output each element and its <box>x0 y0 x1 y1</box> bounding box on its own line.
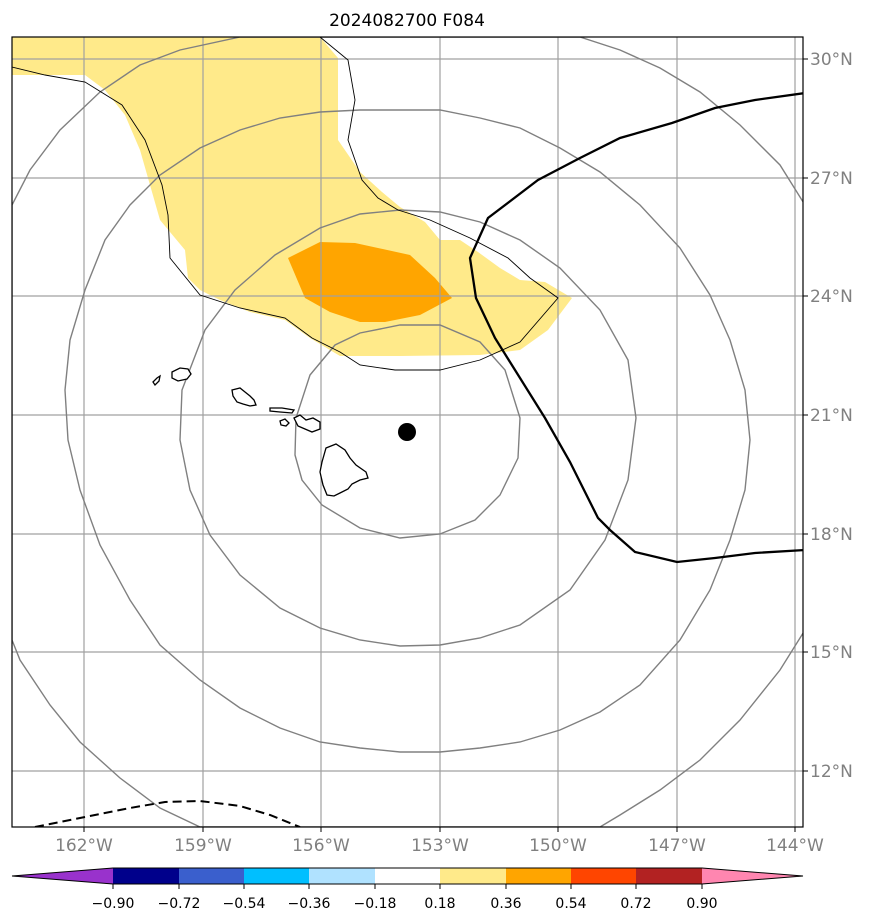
colorbar-label-5: 0.18 <box>424 896 455 912</box>
storm-center-dot <box>398 423 416 441</box>
colorbar-label-1: −0.72 <box>158 896 201 912</box>
lon-label-159w: 159°W <box>174 836 232 856</box>
track-line <box>468 92 803 564</box>
island-big-island <box>319 443 369 497</box>
longitude-labels: 162°W 159°W 156°W 153°W 150°W 147°W 144°… <box>55 836 824 856</box>
island-lanai <box>279 418 290 427</box>
range-ring-2 <box>179 209 637 647</box>
colorbar-label-8: 0.72 <box>620 896 651 912</box>
lon-label-162w: 162°W <box>55 836 113 856</box>
colorbar-cell-1 <box>113 868 179 884</box>
lon-label-147w: 147°W <box>648 836 706 856</box>
field-low-region <box>12 37 572 356</box>
axis-ticks <box>83 58 808 832</box>
colorbar-cell-6 <box>440 868 506 884</box>
colorbar-cell-3 <box>244 868 309 884</box>
range-ring-3 <box>64 109 751 753</box>
colorbar: −0.90 −0.72 −0.54 −0.36 −0.18 0.18 0.36 … <box>11 867 804 912</box>
colorbar-label-7: 0.54 <box>555 896 586 912</box>
colorbar-label-3: −0.36 <box>288 896 331 912</box>
dashed-contour <box>34 799 301 827</box>
island-niihau <box>152 374 161 387</box>
colorbar-label-6: 0.36 <box>490 896 521 912</box>
colorbar-cell-0 <box>12 868 113 884</box>
colorbar-cell-7 <box>506 868 571 884</box>
colorbar-cell-9 <box>636 868 702 884</box>
colorbar-cell-5 <box>375 868 440 884</box>
lon-label-144w: 144°W <box>766 836 824 856</box>
coastline-outline <box>12 37 559 371</box>
colorbar-label-0: −0.90 <box>92 896 135 912</box>
lat-label-30n: 30°N <box>810 50 853 70</box>
coastline-hawaii <box>152 367 369 497</box>
range-ring-1 <box>294 324 521 539</box>
map-frame <box>11 36 804 828</box>
colorbar-cell-2 <box>179 868 244 884</box>
island-kauai <box>171 367 192 382</box>
colorbar-cell-8 <box>571 868 636 884</box>
field-high-region <box>288 242 452 322</box>
lat-label-27n: 27°N <box>810 169 853 189</box>
range-rings <box>12 37 803 827</box>
colorbar-ticks <box>112 884 703 889</box>
colorbar-label-9: 0.90 <box>686 896 717 912</box>
map-title: 2024082700 F084 <box>329 11 485 31</box>
lat-label-24n: 24°N <box>810 287 853 307</box>
lon-label-153w: 153°W <box>411 836 469 856</box>
lat-label-18n: 18°N <box>810 525 853 545</box>
latitude-labels: 30°N 27°N 24°N 21°N 18°N 15°N 12°N <box>810 50 853 782</box>
lon-label-156w: 156°W <box>292 836 350 856</box>
colorbar-label-4: −0.18 <box>354 896 397 912</box>
colorbar-label-2: −0.54 <box>223 896 266 912</box>
range-ring-4 <box>12 37 803 827</box>
island-oahu <box>231 387 257 407</box>
lat-label-21n: 21°N <box>810 406 853 426</box>
colorbar-cell-10 <box>702 868 803 884</box>
lat-label-15n: 15°N <box>810 643 853 663</box>
island-maui <box>293 414 321 433</box>
lon-label-150w: 150°W <box>529 836 587 856</box>
map-area <box>12 37 803 827</box>
colorbar-cell-4 <box>309 868 375 884</box>
island-molokai <box>269 407 296 414</box>
lat-label-12n: 12°N <box>810 762 853 782</box>
